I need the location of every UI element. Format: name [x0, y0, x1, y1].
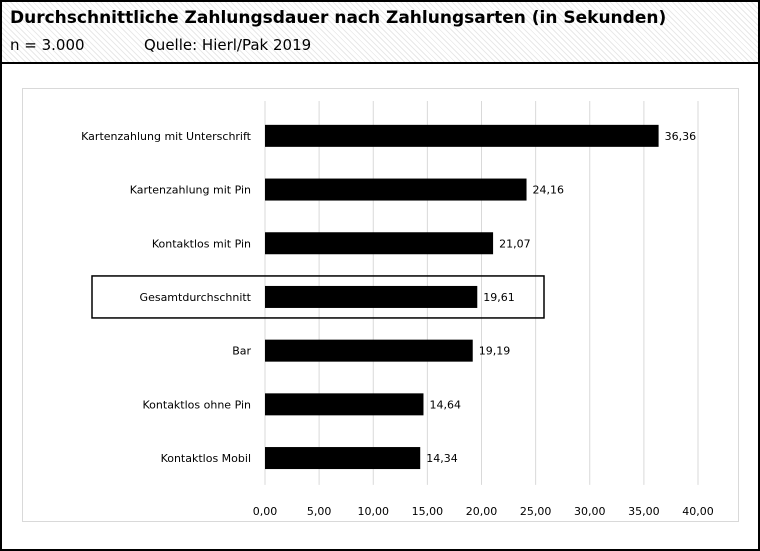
x-tick-label: 20,00: [466, 505, 498, 518]
bar-chart: Kartenzahlung mit Unterschrift 36,36 Karte…: [81, 101, 714, 518]
category-label: Kontaktlos mit Pin: [152, 237, 251, 250]
chart-header: Durchschnittliche Zahlungsdauer nach Zah…: [2, 2, 758, 64]
bar: [265, 285, 478, 308]
data-label: 19,61: [483, 291, 515, 304]
bar: [265, 124, 659, 147]
data-label: 24,16: [533, 184, 565, 197]
x-tick-label: 15,00: [412, 505, 444, 518]
bar: [265, 393, 424, 416]
category-label: Bar: [232, 345, 251, 358]
source-label: Quelle: Hierl/Pak 2019: [144, 36, 312, 54]
x-tick-label: 0,00: [253, 505, 278, 518]
category-label: Kartenzahlung mit Pin: [130, 184, 251, 197]
plot-area: Kartenzahlung mit Unterschrift 36,36 Karte…: [22, 88, 739, 522]
x-tick-label: 10,00: [358, 505, 390, 518]
bar: [265, 178, 527, 201]
x-tick-label: 25,00: [520, 505, 552, 518]
data-label: 21,07: [499, 237, 531, 250]
bar: [265, 232, 494, 255]
x-tick-label: 40,00: [682, 505, 714, 518]
data-label: 19,19: [479, 345, 511, 358]
data-label: 14,64: [429, 398, 461, 411]
x-tick-label: 5,00: [307, 505, 332, 518]
category-label: Kontaktlos Mobil: [161, 452, 251, 465]
data-label: 14,34: [426, 452, 458, 465]
category-label: Kontaktlos ohne Pin: [143, 398, 252, 411]
category-label: Gesamtdurchschnitt: [140, 291, 252, 304]
sample-size-label: n = 3.000: [10, 36, 85, 54]
x-tick-label: 30,00: [574, 505, 606, 518]
bar: [265, 447, 421, 470]
bar: [265, 339, 473, 362]
category-label: Kartenzahlung mit Unterschrift: [81, 130, 252, 143]
data-label: 36,36: [665, 130, 697, 143]
highlight-box: [91, 275, 545, 319]
x-tick-label: 35,00: [628, 505, 660, 518]
chart-title: Durchschnittliche Zahlungsdauer nach Zah…: [10, 8, 667, 28]
